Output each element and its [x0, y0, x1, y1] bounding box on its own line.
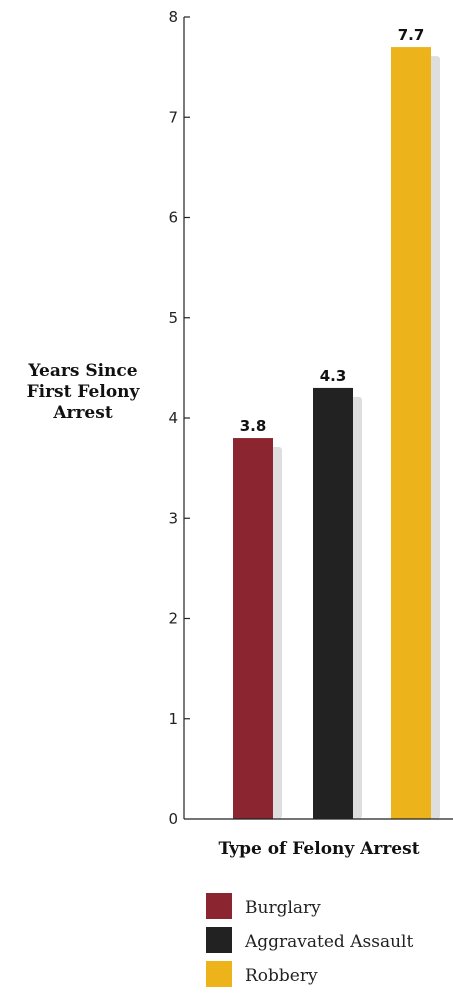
y-tick-label: 2 — [168, 610, 178, 628]
bar-value-label: 4.3 — [320, 367, 347, 385]
y-tick-label: 3 — [168, 509, 178, 527]
legend: Burglary Aggravated Assault Robbery — [206, 893, 413, 987]
y-tick-label: 7 — [168, 108, 178, 126]
bar-aggravated-assault — [313, 387, 353, 819]
y-axis-ticks: 0 1 2 3 4 5 6 7 8 — [168, 8, 190, 828]
legend-swatch — [206, 927, 232, 953]
value-labels: 3.8 4.3 7.7 — [240, 26, 425, 435]
bar-value-label: 3.8 — [240, 417, 267, 435]
bars — [233, 47, 431, 819]
legend-swatch — [206, 961, 232, 987]
y-tick-label: 8 — [168, 8, 178, 26]
legend-label: Robbery — [245, 966, 318, 986]
y-tick-label: 0 — [168, 810, 178, 828]
legend-label: Aggravated Assault — [244, 932, 413, 952]
y-tick-label: 1 — [168, 710, 178, 728]
legend-label: Burglary — [245, 898, 321, 918]
y-tick-label: 5 — [168, 309, 178, 327]
y-tick-label: 6 — [168, 209, 178, 227]
x-axis-label: Type of Felony Arrest — [218, 839, 419, 859]
y-axis-label: Years Since First Felony Arrest — [27, 361, 141, 423]
bar-burglary — [233, 438, 273, 819]
legend-swatch — [206, 893, 232, 919]
y-tick-label: 4 — [168, 409, 178, 427]
bar-robbery — [391, 47, 431, 819]
bar-value-label: 7.7 — [398, 26, 425, 44]
